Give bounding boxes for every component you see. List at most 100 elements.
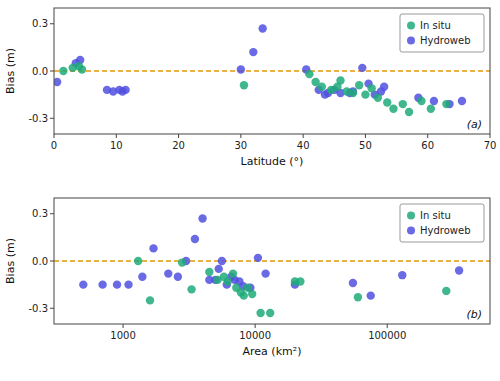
panel: 010203040506070-0.30.00.3Latitude (°)Bia… xyxy=(4,8,496,168)
point xyxy=(354,293,362,301)
point xyxy=(430,97,438,105)
legend-box xyxy=(400,204,484,242)
point xyxy=(138,273,146,281)
point xyxy=(455,266,463,274)
point xyxy=(121,86,129,94)
point xyxy=(458,97,466,105)
x-tick-label: 50 xyxy=(359,140,372,151)
point xyxy=(389,105,397,113)
point xyxy=(240,291,248,299)
x-tick xyxy=(54,134,55,138)
panel: 1000 10000 100000 -0.3 0.0 0.3 Area (km²) Bias … xyxy=(4,198,490,358)
y-tick-label: 0.0 xyxy=(32,256,48,267)
x-tick xyxy=(255,324,256,328)
y-axis-label: Bias (m) xyxy=(4,48,17,94)
x-tick-label: 100000 xyxy=(368,330,406,341)
point xyxy=(149,244,157,252)
plot-content xyxy=(54,24,490,116)
x-tick-label: 30 xyxy=(234,140,247,151)
point xyxy=(240,81,248,89)
point xyxy=(318,83,326,91)
point xyxy=(79,280,87,288)
point xyxy=(398,271,406,279)
figure: 010203040506070-0.30.00.3Latitude (°)Bia… xyxy=(0,0,500,381)
point xyxy=(224,277,232,285)
point xyxy=(54,78,61,86)
point xyxy=(399,100,407,108)
point xyxy=(98,280,106,288)
y-tick-label: 0.3 xyxy=(32,18,48,29)
point xyxy=(174,273,182,281)
legend-label: In situ xyxy=(420,210,451,221)
point xyxy=(427,105,435,113)
legend-label: In situ xyxy=(420,20,451,31)
point xyxy=(134,257,142,265)
point xyxy=(380,83,388,91)
point xyxy=(59,67,67,75)
x-tick xyxy=(303,134,304,138)
plot-area xyxy=(54,198,490,324)
x-tick xyxy=(116,134,117,138)
reference-line xyxy=(54,70,490,71)
y-tick xyxy=(50,308,54,309)
point xyxy=(78,65,86,73)
x-tick xyxy=(490,134,491,138)
x-tick xyxy=(178,134,179,138)
plot-content xyxy=(54,214,490,317)
x-tick-label: 40 xyxy=(297,140,310,151)
point xyxy=(383,98,391,106)
point xyxy=(178,258,186,266)
point xyxy=(146,296,154,304)
point xyxy=(349,89,357,97)
legend: In situHydroweb xyxy=(400,204,484,242)
x-tick-label: 60 xyxy=(421,140,434,151)
point xyxy=(405,108,413,116)
x-tick-label: 20 xyxy=(172,140,185,151)
point xyxy=(249,48,257,56)
x-axis-label: Area (km²) xyxy=(243,345,302,358)
legend-swatch xyxy=(407,37,415,45)
panel-label: (a) xyxy=(467,118,482,131)
y-tick-label: -0.3 xyxy=(28,113,48,124)
series xyxy=(134,257,451,317)
x-tick xyxy=(240,134,241,138)
x-tick-label: 1000 xyxy=(110,330,135,341)
legend-swatch xyxy=(407,22,415,30)
x-tick xyxy=(427,134,428,138)
point xyxy=(305,70,313,78)
point xyxy=(164,269,172,277)
plot-frame xyxy=(54,198,490,324)
point xyxy=(237,65,245,73)
point xyxy=(358,64,366,72)
point xyxy=(254,254,262,262)
y-tick xyxy=(50,261,54,262)
legend-box xyxy=(400,14,484,52)
y-tick xyxy=(50,23,54,24)
point xyxy=(336,76,344,84)
point xyxy=(256,309,264,317)
x-tick xyxy=(387,324,388,328)
legend-swatch xyxy=(407,227,415,235)
y-tick xyxy=(50,118,54,119)
point xyxy=(367,84,375,92)
x-tick-label: 10000 xyxy=(239,330,271,341)
point xyxy=(355,81,363,89)
point xyxy=(113,280,121,288)
point xyxy=(191,235,199,243)
point xyxy=(296,277,304,285)
y-tick-label: -0.3 xyxy=(28,303,48,314)
point xyxy=(367,291,375,299)
plot-frame xyxy=(54,8,490,134)
point xyxy=(248,290,256,298)
panel-label: (b) xyxy=(466,308,482,321)
point xyxy=(442,287,450,295)
point xyxy=(349,279,357,287)
y-tick xyxy=(50,71,54,72)
point xyxy=(266,309,274,317)
y-axis-label: Bias (m) xyxy=(4,238,17,284)
x-tick-label: 10 xyxy=(110,140,123,151)
x-tick-label: 0 xyxy=(51,140,57,151)
y-tick-label: 0.3 xyxy=(32,208,48,219)
legend: In situHydroweb xyxy=(400,14,484,52)
y-tick xyxy=(50,213,54,214)
